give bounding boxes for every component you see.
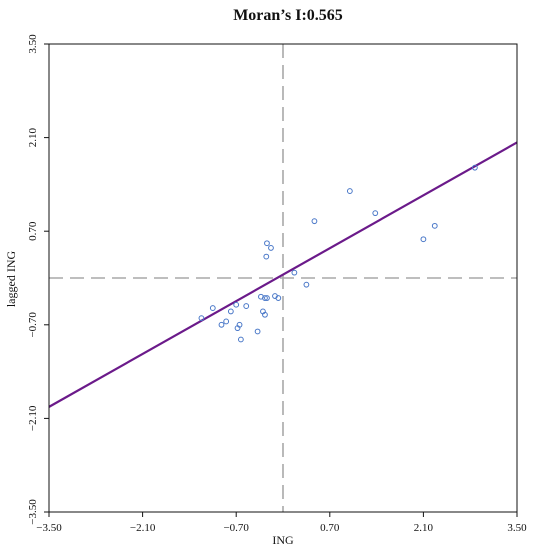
y-tick-label: 0.70 (27, 221, 39, 241)
data-point (223, 318, 230, 325)
data-point (237, 336, 244, 343)
x-tick-label: −3.50 (36, 522, 62, 534)
x-tick-label: 2.10 (414, 522, 434, 534)
data-point (263, 253, 270, 260)
x-tick-label: −0.70 (223, 522, 249, 534)
x-axis-ticks: −3.50 −2.10 −0.70 0.70 2.10 3.50 (36, 512, 527, 534)
data-point (303, 281, 310, 288)
data-point (372, 210, 379, 217)
x-tick-label: −2.10 (130, 522, 156, 534)
data-point (311, 218, 318, 225)
data-point (471, 164, 478, 171)
data-point (275, 295, 282, 301)
x-tick-label: 3.50 (507, 522, 527, 534)
regression-line (48, 141, 518, 408)
data-point (218, 321, 225, 328)
chart-title: Moran’s I:0.565 (233, 7, 343, 24)
data-point (264, 295, 270, 301)
data-point (243, 303, 250, 309)
data-point (262, 295, 268, 301)
data-point (291, 269, 298, 276)
y-tick-label: 2.10 (27, 127, 39, 147)
x-axis-label: ING (272, 533, 294, 547)
y-tick-label: −0.70 (27, 312, 39, 338)
data-point (236, 321, 243, 328)
data-point (268, 245, 274, 251)
data-point (262, 311, 268, 318)
data-point (264, 240, 270, 247)
y-axis-ticks: −3.50 −2.10 −0.70 0.70 2.10 3.50 (27, 34, 49, 525)
x-tick-label: 0.70 (320, 522, 340, 534)
plot-frame (48, 43, 518, 513)
plot-area (48, 43, 518, 513)
y-axis-label: lagged ING (4, 251, 18, 308)
y-tick-label: 3.50 (27, 34, 39, 54)
data-point (227, 308, 234, 315)
data-point (346, 188, 353, 194)
data-point (420, 236, 427, 243)
data-point (254, 328, 261, 335)
y-tick-label: −2.10 (27, 405, 39, 431)
data-point (209, 305, 216, 311)
data-point (431, 222, 438, 229)
data-point (198, 315, 205, 322)
scatter-points (198, 164, 478, 343)
y-tick-label: −3.50 (27, 499, 39, 525)
data-point (233, 301, 240, 308)
